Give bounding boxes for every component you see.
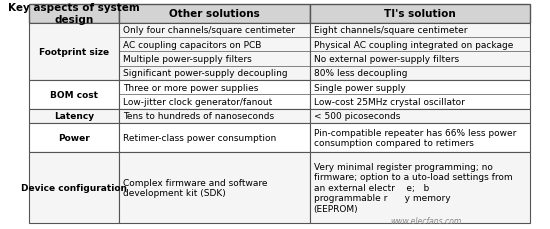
Text: TI's solution: TI's solution [384,9,456,19]
Bar [119,81,310,109]
Bar [119,152,310,223]
Bar [29,109,119,123]
Text: Complex firmware and software
development kit (SDK): Complex firmware and software developmen… [123,178,268,197]
Text: Significant power-supply decoupling: Significant power-supply decoupling [123,69,288,78]
Bar [310,5,530,24]
Text: BOM cost: BOM cost [50,90,98,99]
Bar [310,152,530,223]
Text: Very minimal register programming; no
firmware; option to a uto-load settings fr: Very minimal register programming; no fi… [314,162,513,213]
Text: Physical AC coupling integrated on package: Physical AC coupling integrated on packa… [314,41,513,49]
Bar [119,109,310,123]
Bar [29,5,119,24]
Text: Low-cost 25MHz crystal oscillator: Low-cost 25MHz crystal oscillator [314,98,465,106]
Bar [310,81,530,109]
Text: Multiple power-supply filters: Multiple power-supply filters [123,55,252,64]
Bar [310,109,530,123]
Bar [310,123,530,152]
Text: Eight channels/square centimeter: Eight channels/square centimeter [314,26,468,35]
Bar [29,24,119,81]
Text: < 500 picoseconds: < 500 picoseconds [314,112,400,121]
Text: No external power-supply filters: No external power-supply filters [314,55,459,64]
Text: Other solutions: Other solutions [169,9,260,19]
Text: Retimer-class power consumption: Retimer-class power consumption [123,133,277,142]
Text: Key aspects of system
design: Key aspects of system design [8,3,140,25]
Text: Power: Power [58,133,90,142]
Bar [119,5,310,24]
Text: AC coupling capacitors on PCB: AC coupling capacitors on PCB [123,41,262,49]
Text: Low-jitter clock generator/fanout: Low-jitter clock generator/fanout [123,98,272,106]
Text: Tens to hundreds of nanoseconds: Tens to hundreds of nanoseconds [123,112,274,121]
Bar [119,123,310,152]
Text: Single power supply: Single power supply [314,83,405,92]
Text: Three or more power supplies: Three or more power supplies [123,83,258,92]
Bar [29,81,119,109]
Bar [29,152,119,223]
Text: Pin-compatible repeater has 66% less power
consumption compared to retimers: Pin-compatible repeater has 66% less pow… [314,128,516,147]
Text: Latency: Latency [54,112,94,121]
Text: 80% less decoupling: 80% less decoupling [314,69,407,78]
Bar [119,24,310,81]
Text: www.elecfans.com: www.elecfans.com [390,216,461,225]
Text: Footprint size: Footprint size [39,48,109,57]
Bar [29,123,119,152]
Bar [310,24,530,81]
Text: Device configuration: Device configuration [21,183,127,192]
Text: Only four channels/square centimeter: Only four channels/square centimeter [123,26,295,35]
